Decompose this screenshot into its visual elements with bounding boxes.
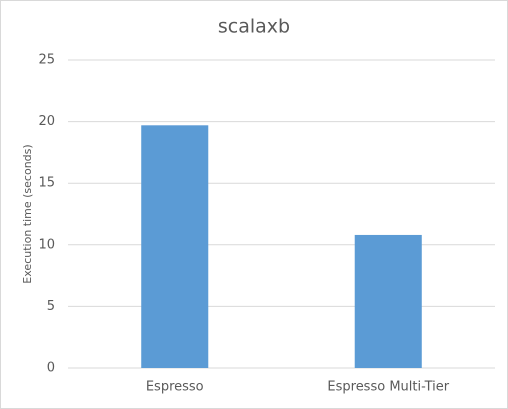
y-tick-label: 20 [38, 114, 55, 129]
x-tick-label: Espresso [146, 380, 204, 395]
y-tick-label: 10 [38, 237, 55, 252]
y-tick-label: 15 [38, 176, 55, 191]
chart-title: scalaxb [218, 16, 290, 38]
y-tick-label: 0 [47, 361, 55, 376]
y-axis-label: Execution time (seconds) [21, 144, 34, 283]
y-tick-label: 25 [38, 53, 55, 68]
x-tick-label: Espresso Multi-Tier [327, 380, 449, 395]
bar [354, 234, 422, 368]
y-tick-label: 5 [47, 299, 55, 314]
bar [141, 125, 209, 369]
